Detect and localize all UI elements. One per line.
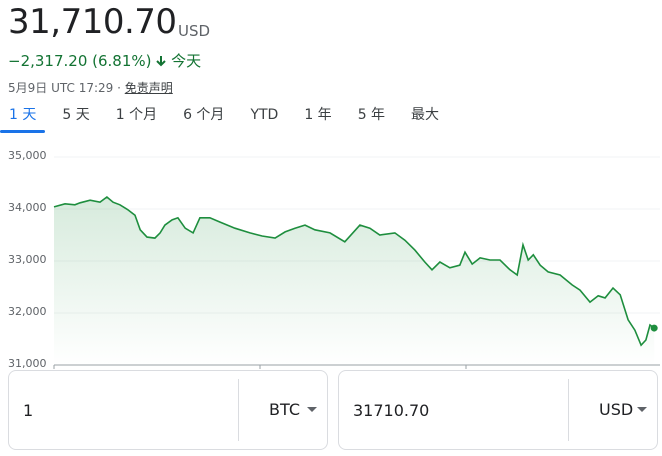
from-select[interactable]: BTC: [238, 379, 327, 441]
range-tab[interactable]: 6 个月: [183, 107, 225, 123]
range-tab[interactable]: 1 个月: [115, 107, 158, 123]
chart: 31,00032,00033,00034,00035,00000:0006:00…: [8, 149, 660, 370]
y-tick-label: 31,000: [8, 357, 47, 370]
range-tab[interactable]: 1 年: [304, 107, 332, 123]
change: −2,317.20 (6.81%) 今天: [8, 50, 201, 71]
price: 31,710.70: [8, 2, 177, 42]
y-tick-label: 32,000: [8, 305, 47, 318]
y-tick-label: 34,000: [8, 201, 47, 214]
down-arrow: [156, 56, 166, 67]
range-tab[interactable]: 5 天: [62, 107, 90, 123]
timestamp: 5月9日 UTC 17:29 ·: [8, 81, 121, 95]
result[interactable]: 31710.70: [353, 401, 430, 420]
last-point: [650, 324, 658, 332]
price-line: [53, 195, 655, 347]
range-tab[interactable]: YTD: [250, 107, 279, 123]
disclaimer[interactable]: 免责声明: [124, 81, 173, 95]
range-tab[interactable]: 1 天: [0, 104, 46, 134]
range-tab[interactable]: 最大: [411, 107, 440, 123]
to-select[interactable]: USD: [568, 379, 657, 441]
currency: USD: [178, 22, 211, 40]
range-tab[interactable]: 5 年: [357, 107, 386, 123]
from-currency: BTC: [269, 400, 300, 419]
tabs: 1 天 5 天 1 个月 6 个月 YTD 1 年 5 年 最大: [0, 104, 456, 134]
change-value: −2,317.20 (6.81%): [8, 52, 152, 70]
amount-box[interactable]: 1 BTC: [8, 370, 328, 450]
amount[interactable]: 1: [23, 401, 34, 420]
period: 今天: [171, 52, 202, 70]
y-tick-label: 35,000: [8, 149, 47, 162]
y-tick-label: 33,000: [8, 253, 47, 266]
area: [54, 197, 655, 365]
result-box[interactable]: 31710.70 USD: [338, 370, 658, 450]
to-currency: USD: [599, 400, 634, 419]
timestamp-row: 5月9日 UTC 17:29 · 免责声明: [8, 79, 173, 96]
